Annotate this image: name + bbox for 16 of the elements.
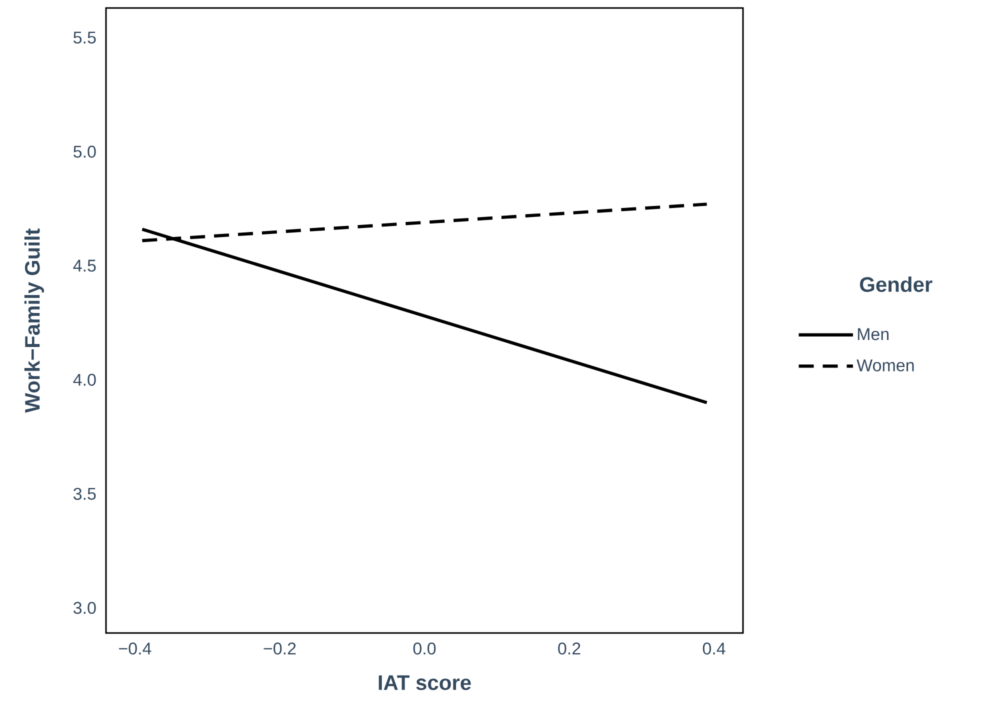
- x-tick-label: 0.0: [413, 642, 436, 655]
- x-tick-label: 0.2: [558, 642, 580, 655]
- y-tick-label: 4.5: [73, 260, 96, 272]
- x-tick-label: −0.2: [264, 642, 296, 655]
- legend-title: Gender: [860, 276, 932, 292]
- y-tick-label: 4.0: [73, 374, 96, 386]
- x-axis-title: IAT score: [378, 675, 471, 690]
- y-tick-label: 5.5: [74, 32, 96, 44]
- y-tick-label: 3.5: [73, 488, 96, 500]
- legend-label: Men: [858, 328, 889, 340]
- y-tick-label: 3.0: [73, 602, 96, 614]
- y-tick-label: 5.0: [74, 146, 96, 158]
- legend-label: Women: [856, 359, 914, 372]
- x-tick-label: −0.4: [119, 642, 152, 655]
- x-tick-label: 0.4: [702, 642, 726, 655]
- y-axis-title: Work−Family Guilt: [24, 228, 44, 413]
